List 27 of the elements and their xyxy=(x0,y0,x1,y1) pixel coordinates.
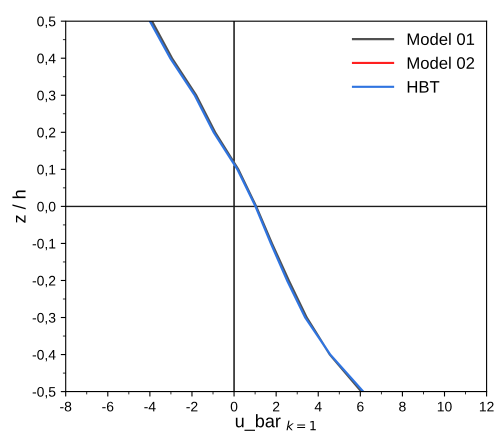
x-axis-title: u_bar $_{k=1}$ xyxy=(236,414,316,431)
y-tick-label: 0,3 xyxy=(37,90,56,102)
x-tick-label: -6 xyxy=(102,402,114,412)
y-tick-label: -0,5 xyxy=(32,386,56,398)
x-tick-label: 4 xyxy=(314,402,322,412)
y-tick-label: 0,0 xyxy=(37,202,56,214)
x-tick-label: 10 xyxy=(438,402,452,412)
x-tick-label: 2 xyxy=(272,402,280,412)
x-tick-label: 8 xyxy=(399,402,406,412)
y-axis-title: z / h xyxy=(12,190,26,223)
x-tick-label: -8 xyxy=(60,402,72,412)
y-tick-label: 0,4 xyxy=(37,54,56,66)
y-tick-label: -0,3 xyxy=(32,312,56,324)
x-tick-label: -4 xyxy=(144,402,156,412)
y-tick-label: 0,5 xyxy=(37,16,56,28)
legend-label: Model 02 xyxy=(408,56,474,69)
x-tick-label: 0 xyxy=(230,402,238,412)
y-tick-label: 0,1 xyxy=(37,164,56,176)
y-tick-label: -0,4 xyxy=(32,350,56,362)
y-tick-label: -0,2 xyxy=(32,276,56,288)
legend-label: HBT xyxy=(408,81,440,93)
legend-label: Model 01 xyxy=(408,32,474,46)
y-tick-label: 0,2 xyxy=(37,128,56,140)
x-tick-label: -2 xyxy=(186,402,198,412)
x-tick-label: 12 xyxy=(480,402,494,412)
x-tick-label: 6 xyxy=(357,402,364,412)
y-tick-label: -0,1 xyxy=(32,238,56,250)
